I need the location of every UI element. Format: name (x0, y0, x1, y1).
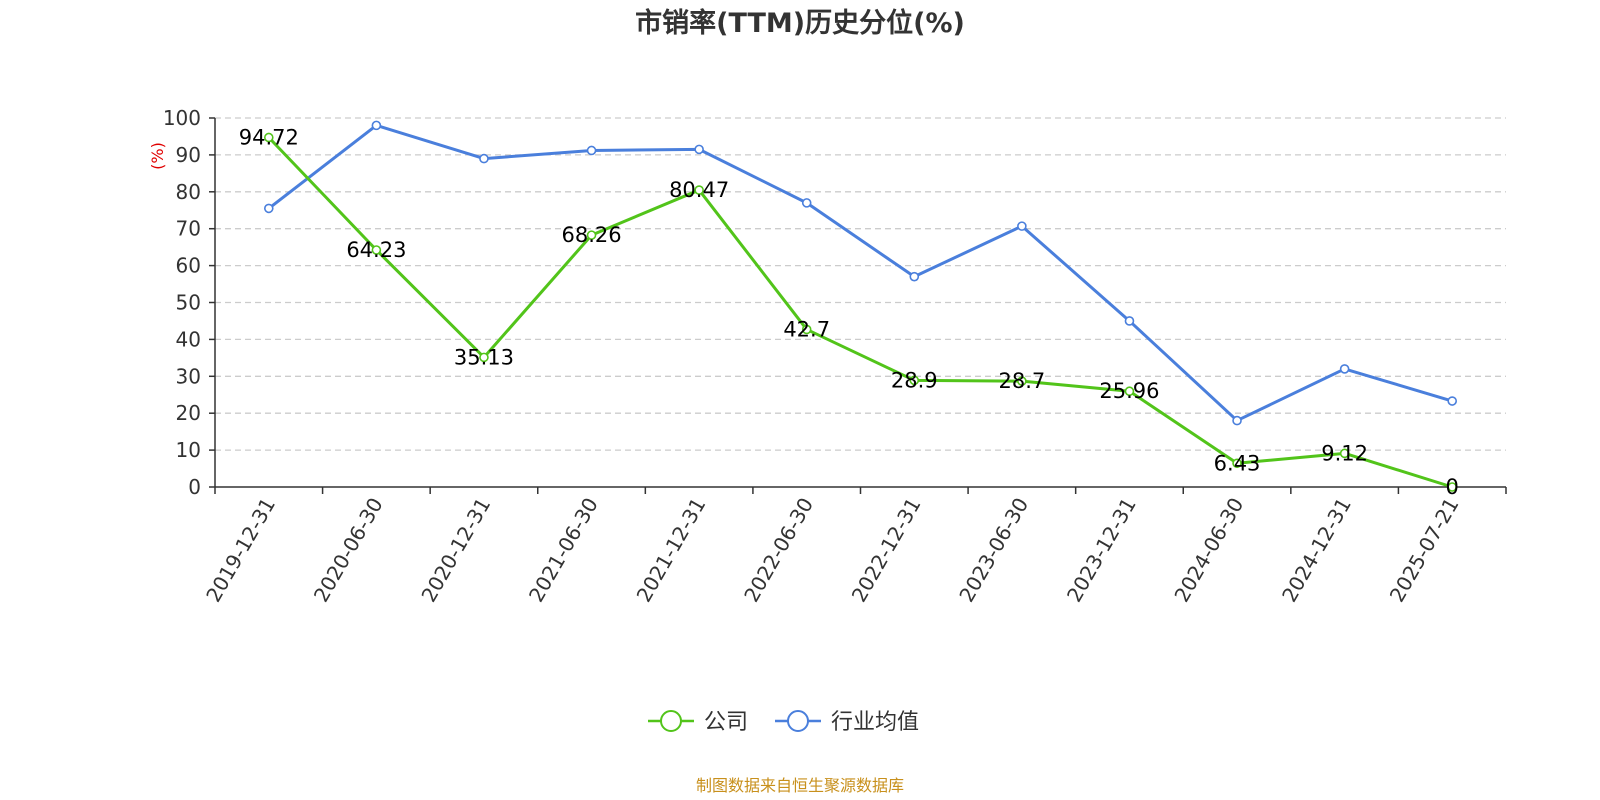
data-label-5: 42.7 (783, 317, 830, 341)
y-tick-label-30: 30 (176, 364, 201, 388)
point-0-4 (694, 185, 704, 195)
point-0-1 (371, 245, 382, 255)
y-axis-label: (%) (148, 142, 167, 170)
point-0-9 (1232, 458, 1242, 469)
point-0-8 (1124, 386, 1135, 397)
x-tick-label-2025-07-21: 2025-07-21 (1385, 494, 1464, 607)
point-1-11 (1447, 396, 1458, 406)
point-0-10 (1339, 448, 1350, 459)
y-tick-label-60: 60 (176, 254, 201, 278)
point-1-8 (1124, 316, 1135, 326)
point-1-2 (479, 153, 489, 164)
data-label-7: 28.7 (998, 369, 1045, 393)
x-tick-label-2021-12-31: 2021-12-31 (632, 494, 711, 607)
point-0-7 (1017, 376, 1027, 386)
x-tick-label-2023-12-31: 2023-12-31 (1062, 494, 1141, 607)
data-label-1: 64.23 (346, 238, 406, 262)
series-line-1 (267, 123, 1453, 423)
x-tick-label-2022-06-30: 2022-06-30 (739, 494, 818, 607)
x-tick-label-2020-12-31: 2020-12-31 (416, 494, 495, 607)
legend: 公司 行业均值 (648, 710, 919, 735)
y-tick-label-20: 20 (176, 401, 201, 425)
y-tick-label-70: 70 (176, 217, 201, 241)
y-tick-label-40: 40 (176, 327, 201, 351)
legend-label-0: 公司 (704, 710, 748, 735)
chart-title: 市销率(TTM)历史分位(%) (635, 7, 965, 39)
y-tick-label-80: 80 (176, 180, 201, 204)
point-1-4 (694, 144, 704, 155)
x-tick-label-2022-12-31: 2022-12-31 (847, 494, 926, 607)
x-tick-label-2024-06-30: 2024-06-30 (1169, 494, 1248, 607)
y-tick-label-50: 50 (176, 291, 201, 315)
point-0-11 (1447, 482, 1458, 492)
x-tick-label-2020-06-30: 2020-06-30 (309, 494, 388, 607)
data-label-11: 0 (1446, 475, 1459, 499)
x-tick-label-2021-06-30: 2021-06-30 (524, 494, 603, 607)
x-tick-label-2024-12-31: 2024-12-31 (1277, 494, 1356, 607)
point-1-9 (1232, 415, 1242, 426)
point-1-3 (586, 145, 597, 156)
legend-marker-1 (787, 710, 809, 732)
data-label-0: 94.72 (239, 125, 299, 149)
data-label-4: 80.47 (669, 178, 729, 202)
axes: 0 10 20 30 40 50 60 70 80 90 100 2019-12-31 2020-06-… (163, 106, 1507, 607)
point-0-3 (586, 230, 597, 240)
data-label-3: 68.26 (561, 223, 621, 247)
data-label-8: 25.96 (1099, 379, 1159, 403)
x-tick-label-2019-12-31: 2019-12-31 (201, 494, 280, 607)
legend-label-1: 行业均值 (831, 710, 919, 735)
point-1-1 (371, 120, 382, 131)
point-1-10 (1339, 364, 1350, 374)
series (263, 120, 1458, 492)
legend-marker-0 (660, 710, 682, 732)
y-tick-label-100: 100 (163, 106, 201, 130)
x-tick-label-2023-06-30: 2023-06-30 (954, 494, 1033, 607)
grid (215, 117, 1506, 451)
data-label-9: 6.43 (1214, 451, 1261, 475)
point-0-5 (801, 324, 812, 335)
point-0-6 (909, 375, 920, 386)
source-note: 制图数据来自恒生聚源数据库 (696, 776, 904, 795)
point-0-2 (479, 352, 489, 363)
point-0-0 (263, 132, 274, 143)
y-tick-label-10: 10 (176, 438, 201, 462)
data-label-10: 9.12 (1321, 441, 1368, 465)
y-tick-label-0: 0 (188, 475, 201, 499)
point-1-5 (801, 198, 812, 208)
point-1-0 (263, 203, 274, 214)
data-label-6: 28.9 (891, 368, 938, 392)
data-labels: 94.72 64.23 35.13 68.26 80.47 42.7 28.9 28.7 25.… (239, 125, 1459, 499)
series-line-0 (267, 136, 1453, 489)
point-1-7 (1017, 221, 1027, 231)
data-label-2: 35.13 (454, 345, 514, 369)
point-1-6 (909, 271, 920, 282)
y-tick-label-90: 90 (176, 143, 201, 167)
